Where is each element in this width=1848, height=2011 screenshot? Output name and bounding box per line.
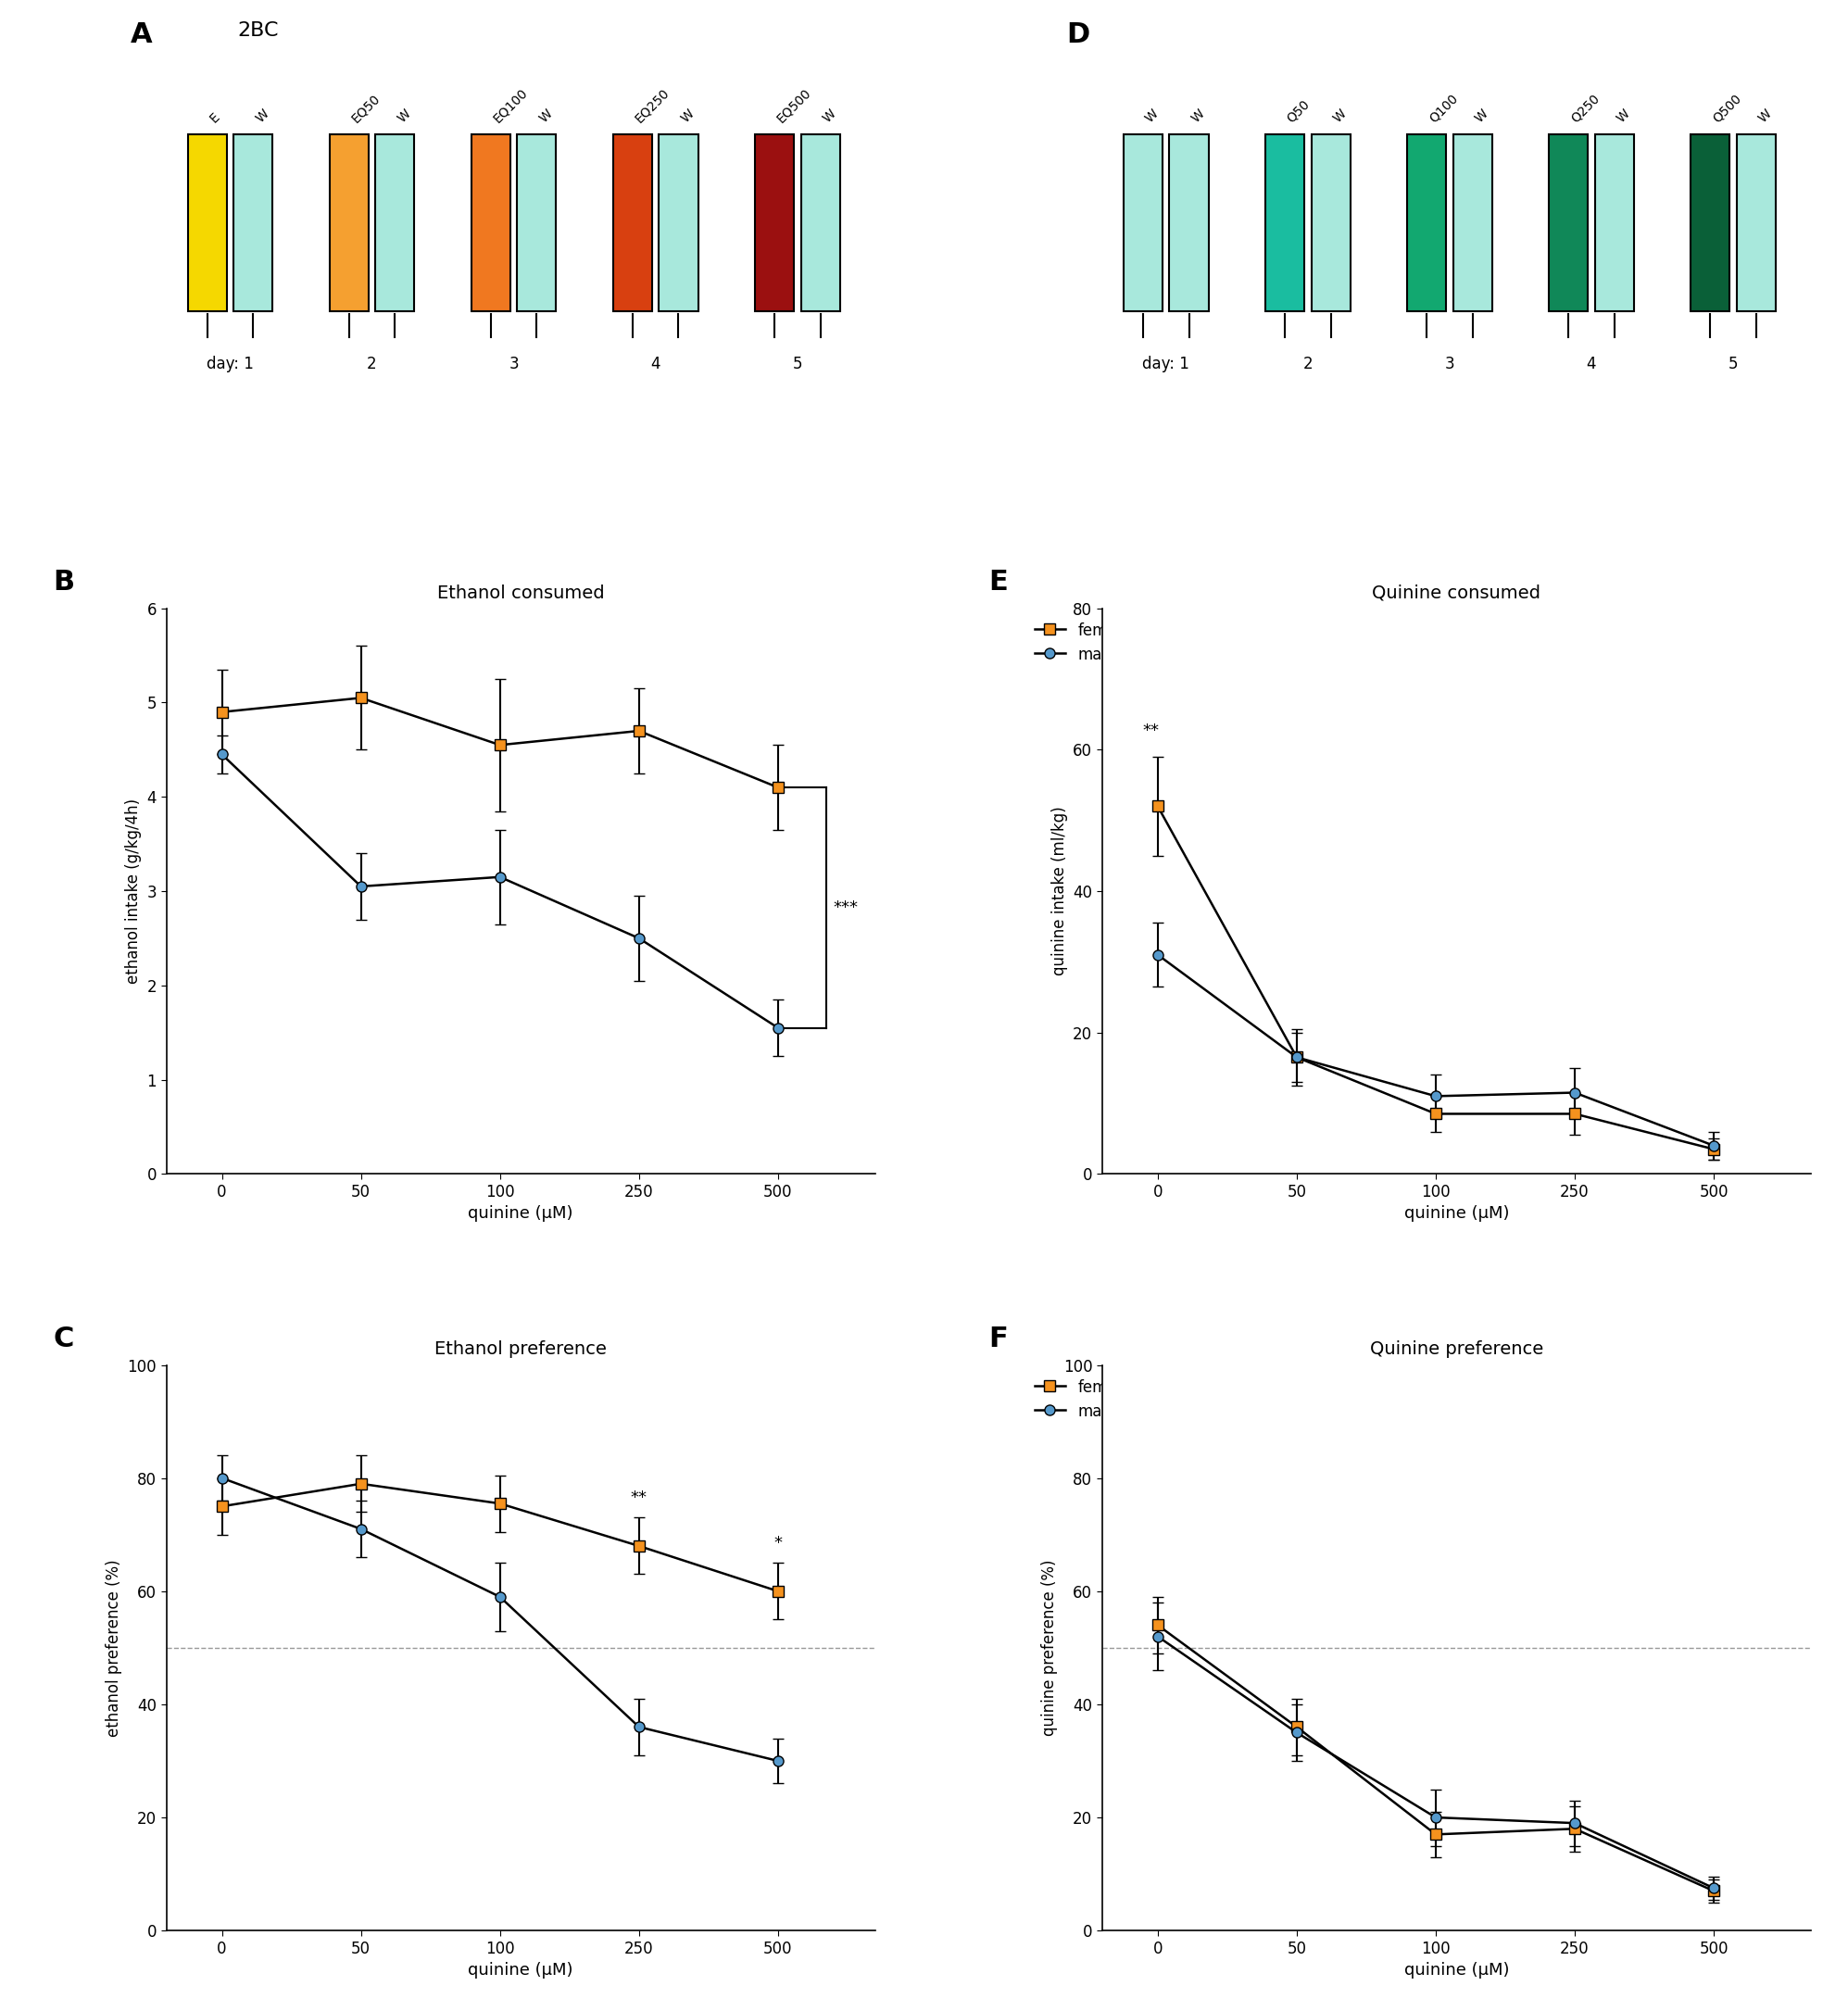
- FancyBboxPatch shape: [1170, 135, 1209, 312]
- Y-axis label: ethanol intake (g/kg/4h): ethanol intake (g/kg/4h): [126, 798, 142, 983]
- Text: 3: 3: [1445, 356, 1454, 372]
- Text: Q500: Q500: [1709, 93, 1743, 125]
- X-axis label: quinine (μM): quinine (μM): [1404, 1963, 1510, 1979]
- Text: 2BC: 2BC: [237, 22, 279, 40]
- Text: 4: 4: [1586, 356, 1597, 372]
- Y-axis label: ethanol preference (%): ethanol preference (%): [105, 1559, 122, 1738]
- Text: W: W: [678, 107, 697, 125]
- Y-axis label: quinine preference (%): quinine preference (%): [1040, 1561, 1059, 1735]
- Text: W: W: [1142, 107, 1161, 125]
- Text: Q250: Q250: [1569, 93, 1602, 125]
- FancyBboxPatch shape: [1312, 135, 1351, 312]
- FancyBboxPatch shape: [1737, 135, 1776, 312]
- Text: W: W: [1473, 107, 1491, 125]
- FancyBboxPatch shape: [754, 135, 795, 312]
- Text: F: F: [989, 1325, 1007, 1351]
- FancyBboxPatch shape: [614, 135, 652, 312]
- Text: A: A: [131, 22, 153, 48]
- Text: 3: 3: [508, 356, 519, 372]
- FancyBboxPatch shape: [1266, 135, 1305, 312]
- X-axis label: quinine (μM): quinine (μM): [1404, 1205, 1510, 1223]
- Text: W: W: [821, 107, 839, 125]
- Text: Q100: Q100: [1427, 90, 1460, 125]
- FancyBboxPatch shape: [471, 135, 510, 312]
- Text: 2: 2: [1303, 356, 1312, 372]
- Text: W: W: [536, 107, 554, 125]
- FancyBboxPatch shape: [800, 135, 839, 312]
- Text: W: W: [395, 107, 414, 125]
- Text: W: W: [1188, 107, 1207, 125]
- Text: W: W: [253, 107, 272, 125]
- FancyBboxPatch shape: [233, 135, 274, 312]
- FancyBboxPatch shape: [329, 135, 368, 312]
- Text: W: W: [1756, 107, 1774, 125]
- Text: E: E: [989, 569, 1007, 595]
- FancyBboxPatch shape: [1691, 135, 1730, 312]
- Text: W: W: [1615, 107, 1632, 125]
- Text: day: 1: day: 1: [207, 356, 253, 372]
- FancyBboxPatch shape: [1595, 135, 1634, 312]
- Text: 5: 5: [793, 356, 802, 372]
- Y-axis label: quinine intake (ml/kg): quinine intake (ml/kg): [1052, 806, 1068, 975]
- Text: **: **: [1142, 722, 1159, 740]
- FancyBboxPatch shape: [188, 135, 227, 312]
- FancyBboxPatch shape: [375, 135, 414, 312]
- Text: **: **: [630, 1490, 647, 1506]
- Text: 2: 2: [368, 356, 377, 372]
- Text: EQ250: EQ250: [632, 86, 671, 125]
- FancyBboxPatch shape: [1453, 135, 1491, 312]
- Legend: female, male: female, male: [1027, 1374, 1137, 1426]
- Text: EQ100: EQ100: [492, 86, 530, 125]
- Title: Ethanol preference: Ethanol preference: [434, 1341, 606, 1357]
- FancyBboxPatch shape: [1124, 135, 1162, 312]
- Text: day: 1: day: 1: [1142, 356, 1190, 372]
- FancyBboxPatch shape: [517, 135, 556, 312]
- Text: EQ500: EQ500: [774, 86, 813, 125]
- X-axis label: quinine (μM): quinine (μM): [468, 1205, 573, 1223]
- Text: D: D: [1066, 22, 1090, 48]
- Text: Q50: Q50: [1284, 97, 1312, 125]
- Legend: female, male: female, male: [1027, 615, 1137, 670]
- FancyBboxPatch shape: [660, 135, 699, 312]
- Text: B: B: [54, 569, 74, 595]
- X-axis label: quinine (μM): quinine (μM): [468, 1963, 573, 1979]
- Text: *: *: [774, 1534, 782, 1552]
- FancyBboxPatch shape: [1406, 135, 1445, 312]
- Text: C: C: [54, 1325, 74, 1351]
- Text: EQ50: EQ50: [349, 93, 383, 125]
- Text: ***: ***: [833, 899, 859, 915]
- Text: 5: 5: [1728, 356, 1737, 372]
- Title: Ethanol consumed: Ethanol consumed: [438, 583, 604, 601]
- Title: Quinine preference: Quinine preference: [1369, 1341, 1543, 1357]
- Text: E: E: [207, 111, 222, 125]
- Text: W: W: [1331, 107, 1349, 125]
- FancyBboxPatch shape: [1549, 135, 1587, 312]
- Title: Quinine consumed: Quinine consumed: [1373, 583, 1541, 601]
- Text: 4: 4: [650, 356, 660, 372]
